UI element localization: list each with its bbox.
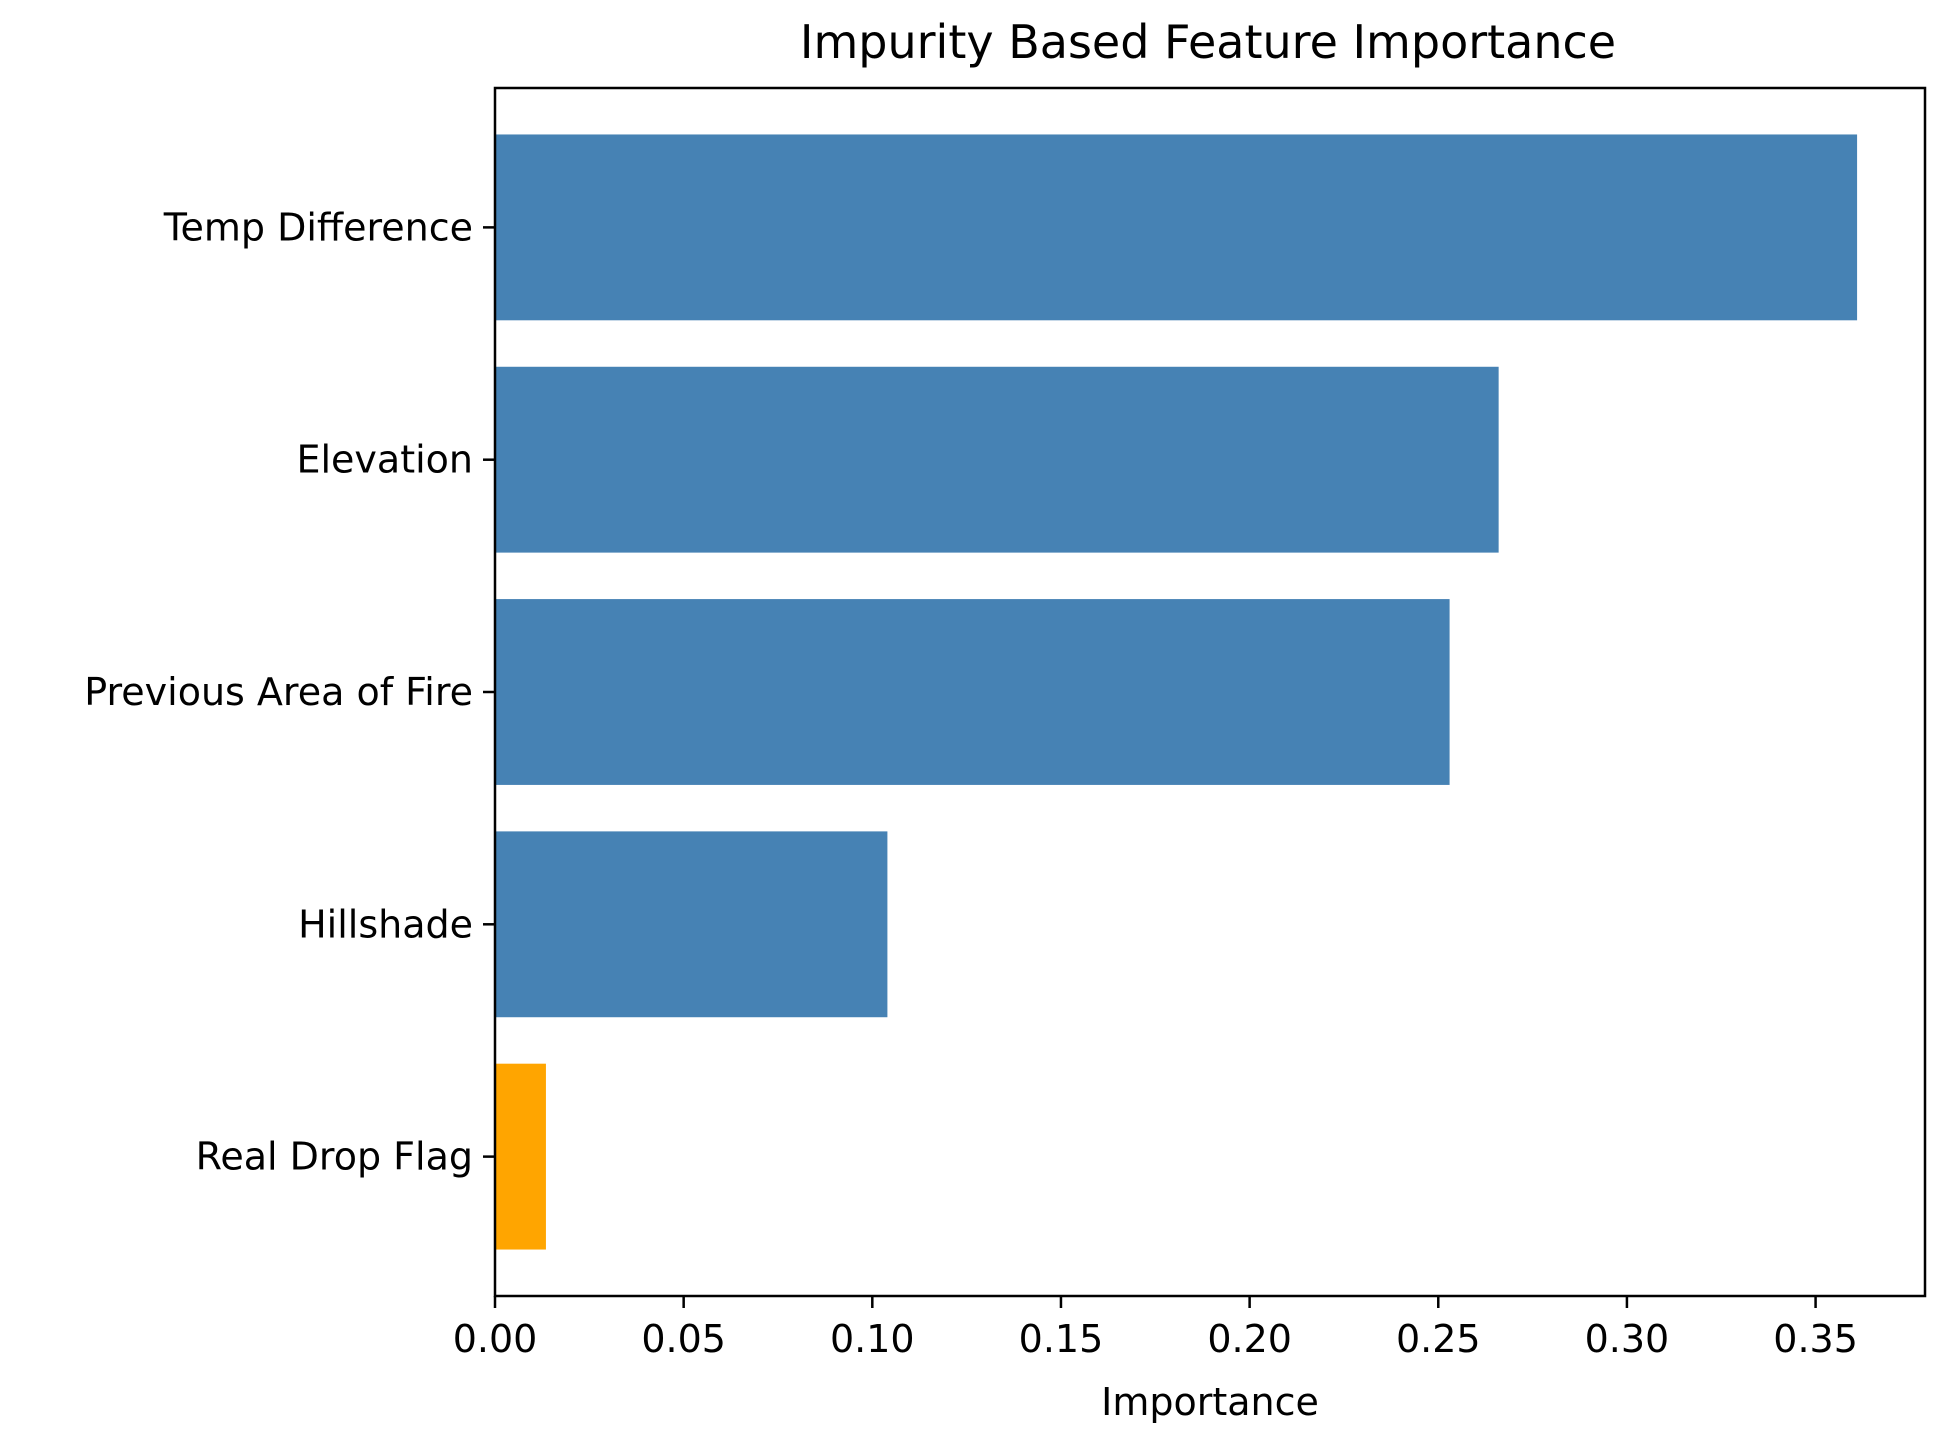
y-tick-label-temp-difference: Temp Difference bbox=[163, 205, 473, 249]
x-tick-label-1: 0.05 bbox=[641, 1317, 726, 1361]
x-tick-label-6: 0.30 bbox=[1585, 1317, 1670, 1361]
x-tick-label-2: 0.10 bbox=[830, 1317, 915, 1361]
y-tick-label-real-drop-flag: Real Drop Flag bbox=[196, 1135, 473, 1179]
x-axis-label: Importance bbox=[1101, 1380, 1319, 1424]
y-tick-label-hillshade: Hillshade bbox=[298, 902, 473, 946]
bar-elevation bbox=[495, 366, 1499, 553]
x-tick-label-5: 0.25 bbox=[1396, 1317, 1481, 1361]
y-tick-label-elevation: Elevation bbox=[296, 438, 473, 482]
x-tick-label-3: 0.15 bbox=[1019, 1317, 1104, 1361]
chart-title: Impurity Based Feature Importance bbox=[800, 15, 1616, 69]
bar-previous-area-of-fire bbox=[495, 599, 1450, 785]
x-tick-label-7: 0.35 bbox=[1773, 1317, 1858, 1361]
y-tick-label-previous-area-of-fire: Previous Area of Fire bbox=[84, 670, 473, 714]
bar-real-drop-flag bbox=[495, 1063, 546, 1250]
bars-layer bbox=[495, 134, 1858, 1250]
x-tick-label-4: 0.20 bbox=[1207, 1317, 1292, 1361]
bar-hillshade bbox=[495, 831, 888, 1018]
x-tick-label-0: 0.00 bbox=[453, 1317, 538, 1361]
bar-temp-difference bbox=[495, 134, 1858, 321]
plot-frame bbox=[493, 86, 1927, 1298]
ticks-layer: Temp Difference Elevation Previous Area of… bbox=[84, 205, 1858, 1361]
